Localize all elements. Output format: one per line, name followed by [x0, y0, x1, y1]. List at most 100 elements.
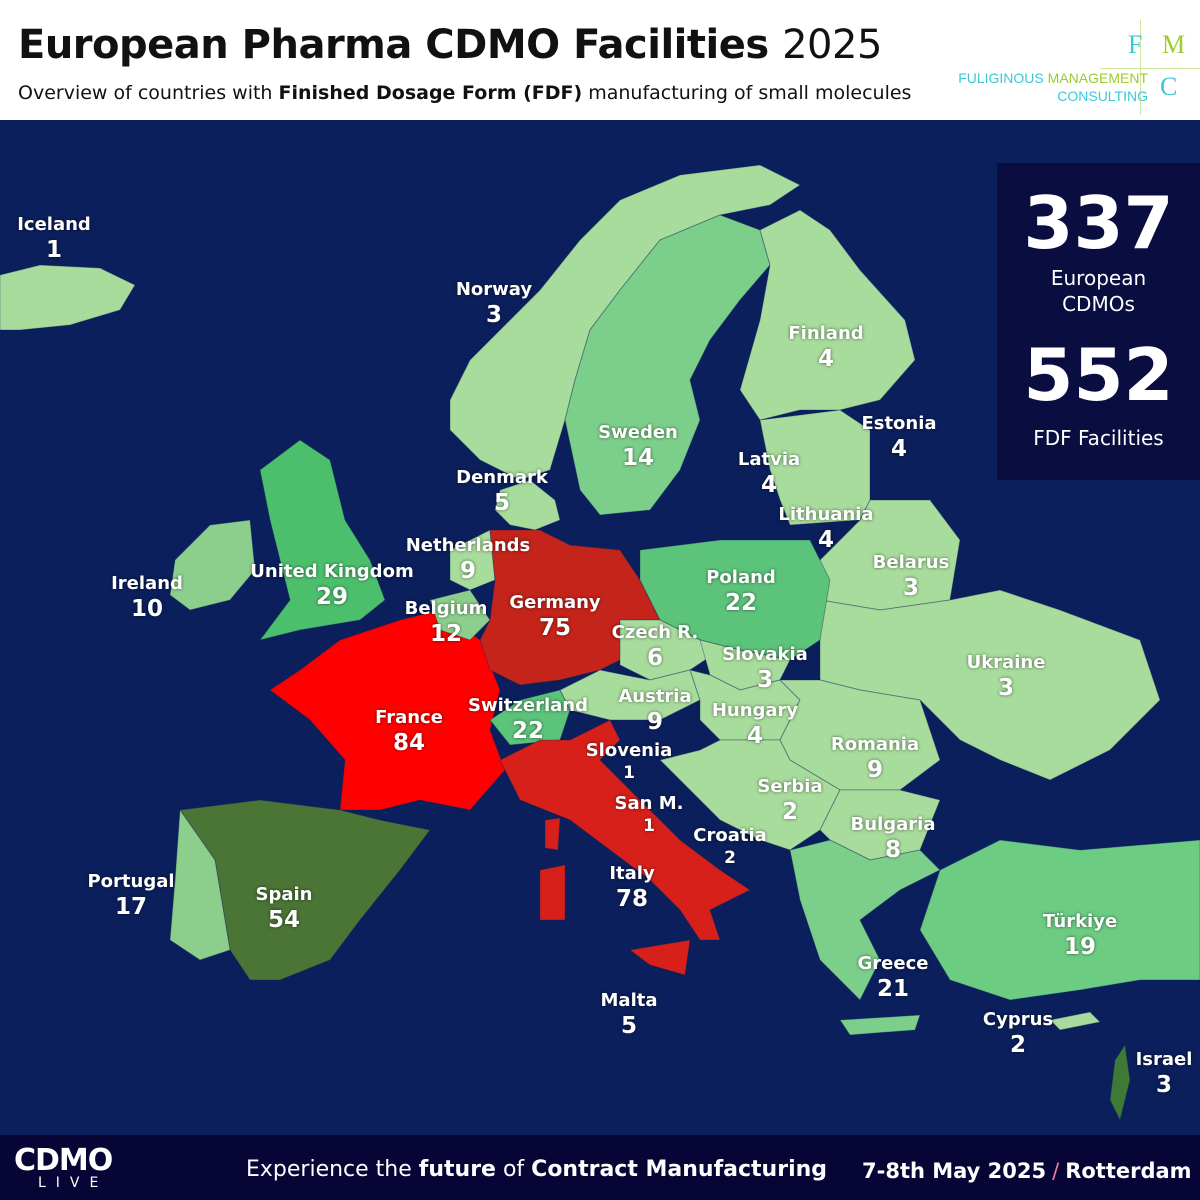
logo-line1: FULIGINOUS MANAGEMENT: [958, 70, 1148, 86]
country-value: 3: [902, 575, 919, 601]
facility-count: 552: [1023, 333, 1174, 417]
country-value: 54: [267, 907, 301, 933]
cdmo-live-sub: LIVE: [38, 1175, 109, 1191]
country-value: 29: [315, 584, 349, 610]
cdmo-count: 337: [1023, 181, 1174, 265]
stats-panel: 337 European CDMOs 552 FDF Facilities: [997, 163, 1200, 480]
country-turkiye: [919, 839, 1200, 1001]
country-label: Estonia 4: [861, 415, 936, 461]
country-label: Hungary 4: [712, 702, 798, 748]
country-value: 4: [817, 527, 834, 553]
subtitle-pre: Overview of countries with: [18, 82, 279, 104]
country-name: Hungary: [711, 700, 799, 721]
page-title: European Pharma CDMO Facilities 2025: [18, 22, 882, 68]
country-name: Türkiye: [1042, 911, 1118, 932]
country-value: 4: [890, 436, 907, 462]
country-name: San M.: [614, 793, 684, 814]
country-value: 21: [876, 976, 910, 1002]
tag-pre: Experience the: [246, 1157, 419, 1182]
country-label: Denmark 5: [456, 469, 548, 515]
country-label: Greece 21: [858, 955, 929, 1001]
title-year: 2025: [782, 22, 882, 68]
country-name: Germany: [509, 592, 601, 613]
country-name: Cyprus: [982, 1009, 1054, 1030]
island-sardinia: [539, 864, 566, 921]
country-sweden: [564, 214, 771, 516]
country-label: San M. 1: [615, 795, 684, 835]
country-name: Czech R.: [611, 622, 699, 643]
logo-line2: CONSULTING: [1057, 88, 1148, 104]
country-name: Lithuania: [778, 504, 874, 525]
country-name: Finland: [788, 323, 864, 344]
country-value: 75: [538, 615, 571, 641]
country-name: Switzerland: [468, 695, 588, 716]
country-name: Austria: [618, 686, 692, 707]
logo-letter-c: C: [1160, 72, 1178, 101]
country-label: Romania 9: [831, 736, 919, 782]
country-label: Türkiye 19: [1043, 913, 1117, 959]
country-name: Croatia: [693, 825, 767, 846]
country-name: Netherlands: [405, 535, 531, 556]
country-label: Germany 75: [509, 594, 600, 640]
tag-mid: of: [495, 1157, 532, 1182]
country-label: Ireland 10: [111, 575, 183, 621]
country-value: 1: [643, 816, 655, 836]
country-value: 9: [646, 709, 664, 735]
country-name: United Kingdom: [250, 561, 414, 582]
country-label: Belarus 3: [873, 554, 950, 600]
country-value: 3: [997, 675, 1014, 701]
country-belgium: [429, 589, 491, 641]
country-label: Slovenia 1: [586, 742, 673, 782]
country-label: Slovakia 3: [722, 646, 808, 692]
country-name: Serbia: [757, 776, 823, 797]
country-cyprus: [1048, 1011, 1102, 1031]
country-name: Belarus: [872, 552, 950, 573]
country-value: 12: [429, 621, 463, 647]
country-value: 3: [485, 302, 503, 328]
country-name: Portugal: [87, 871, 175, 892]
country-label: Norway 3: [456, 281, 532, 327]
country-name: Bulgaria: [850, 814, 936, 835]
event-info: 7-8th May 2025/Rotterdam: [862, 1159, 1192, 1183]
country-name: Norway: [455, 279, 533, 300]
event-city: Rotterdam: [1065, 1159, 1192, 1183]
country-ukraine: [819, 589, 1161, 781]
country-value: 2: [1009, 1032, 1027, 1058]
country-israel: [1109, 1043, 1131, 1122]
island-corsica: [544, 817, 561, 851]
country-value: 6: [646, 645, 663, 671]
country-value: 9: [866, 757, 884, 783]
country-label: France 84: [375, 709, 443, 755]
header: European Pharma CDMO Facilities 2025 Ove…: [0, 0, 1200, 120]
country-label: Czech R. 6: [612, 624, 699, 670]
subtitle-post: manufacturing of small molecules: [582, 82, 912, 104]
country-value: 22: [724, 590, 758, 616]
country-name: Denmark: [456, 467, 548, 488]
country-label: Austria 9: [618, 688, 691, 734]
country-value: 4: [817, 346, 835, 372]
country-label: Sweden 14: [598, 424, 678, 470]
country-value: 3: [756, 667, 774, 693]
europe-map: Iceland 1 Norway 3 Finland 4 Sweden 14 Estonia 4 D…: [0, 120, 1200, 1135]
event-separator: /: [1052, 1159, 1060, 1183]
country-name: Belgium: [404, 598, 488, 619]
country-name: Israel: [1135, 1049, 1193, 1070]
tagline: Experience the future of Contract Manufa…: [246, 1157, 827, 1182]
country-denmark: [494, 479, 561, 531]
event-date: 7-8th May 2025: [862, 1159, 1047, 1183]
country-label: Poland 22: [706, 569, 776, 615]
country-value: 4: [760, 472, 777, 498]
country-label: Cyprus 2: [983, 1011, 1053, 1057]
country-value: 5: [620, 1013, 638, 1039]
country-netherlands: [449, 529, 496, 591]
country-label: Croatia 2: [693, 827, 767, 867]
country-value: 84: [392, 730, 425, 756]
country-value: 19: [1063, 934, 1096, 960]
subtitle: Overview of countries with Finished Dosa…: [18, 82, 911, 104]
country-label: Israel 3: [1136, 1051, 1193, 1097]
logo-letter-f: F: [1128, 30, 1143, 59]
island-crete: [839, 1014, 921, 1036]
logo-word2: MANAGEMENT: [1047, 70, 1148, 86]
tag-future: future: [418, 1157, 496, 1182]
country-label: Bulgaria 8: [851, 816, 936, 862]
